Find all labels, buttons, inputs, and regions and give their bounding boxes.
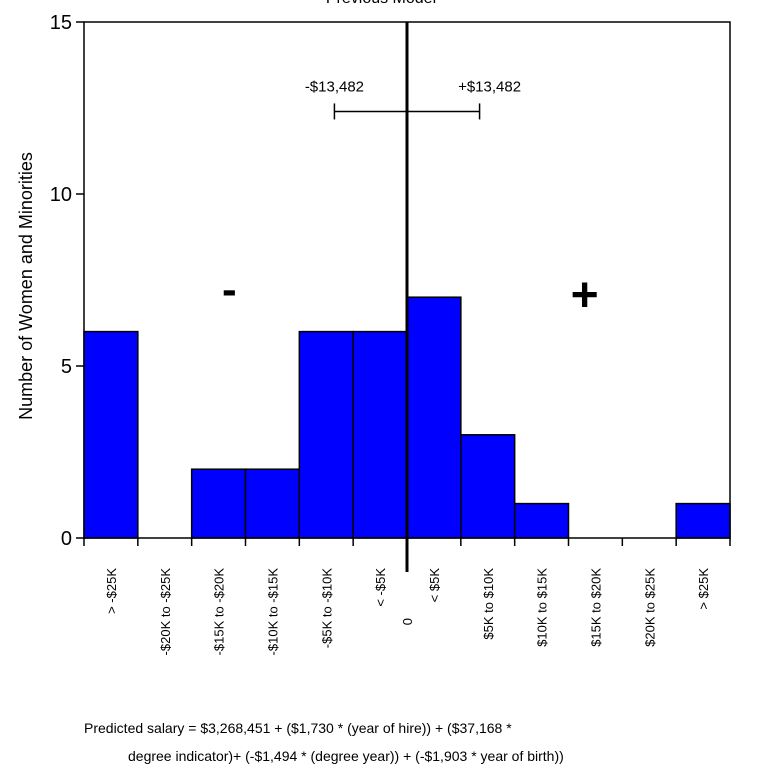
bar-6 [406,296,462,539]
y-tick-label-5: 5 [61,356,72,378]
annotation-layer: -$13,482 +$13,482 - + [222,78,599,322]
bar-11 [675,502,731,539]
x-category-label-5: < -$5K [373,568,388,607]
y-tick-label-15: 15 [50,12,72,34]
zero-label: 0 [400,618,415,625]
chart-title: Previous Model [0,0,762,8]
x-category-label-6: < $5K [427,568,442,603]
x-category-label-1: -$20K to -$25K [158,568,173,656]
x-category-label-10: $20K to $25K [642,568,657,647]
bar-4 [298,330,354,539]
negative-region-sign: - [222,265,237,314]
interval-low-label: -$13,482 [305,78,364,95]
y-tick-label-0: 0 [61,528,72,550]
positive-region-sign: + [571,269,599,322]
x-category-label-9: $15K to $20K [588,568,603,647]
x-category-label-2: -$15K to -$20K [212,568,227,656]
x-category-label-0: > -$25K [104,568,119,614]
y-tick-label-10: 10 [50,184,72,206]
bar-8 [513,502,570,539]
interval-high-label: +$13,482 [458,78,521,95]
x-category-label-7: $5K to $10K [481,568,496,640]
x-category-label-8: $10K to $15K [535,568,550,647]
bar-2 [190,468,247,539]
bar-5 [352,330,408,539]
x-category-label-11: > $25K [696,568,711,610]
axes-layer: 0 5 10 15 Number of Women and Minorities > -$… [16,12,731,656]
x-category-label-4: -$5K to -$10K [319,568,334,649]
formula-line-2: degree indicator)+ (-$1,494 * (degree ye… [128,748,564,764]
x-category-label-3: -$10K to -$15K [265,568,280,656]
bar-0 [83,330,139,539]
bar-3 [244,468,301,539]
bar-7 [460,434,516,539]
formula-line-1: Predicted salary = $3,268,451 + ($1,730 … [84,720,512,736]
y-axis-label: Number of Women and Minorities [16,152,36,420]
bars-layer [83,296,731,539]
